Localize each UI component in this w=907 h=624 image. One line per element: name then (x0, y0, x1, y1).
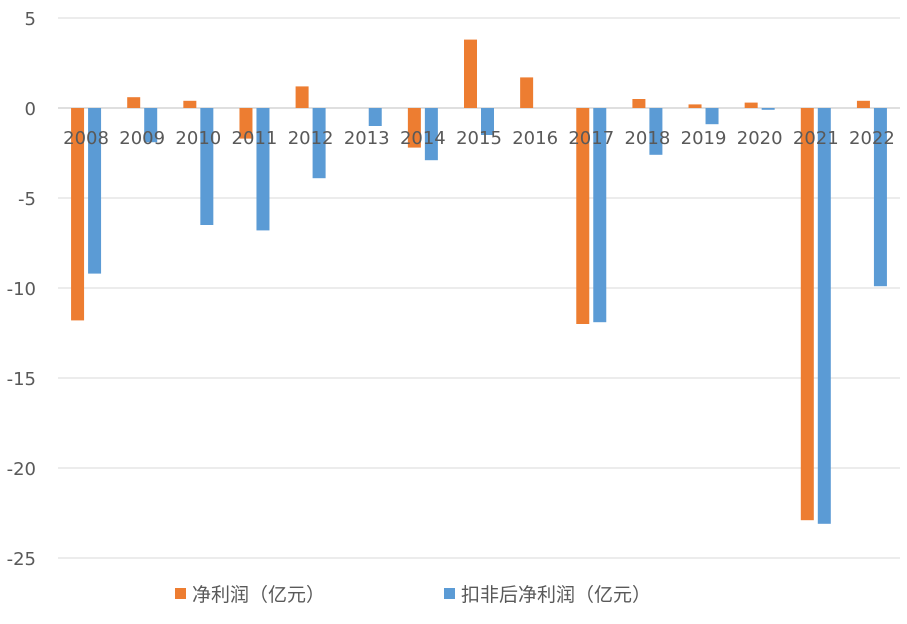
bar-deducted-net-profit-2013 (368, 108, 382, 126)
bar-deducted-net-profit-2020 (761, 108, 775, 110)
x-category-label: 2012 (288, 128, 334, 149)
y-tick-label: -10 (7, 279, 36, 300)
legend-item-net-profit: 净利润（亿元） (175, 580, 325, 607)
y-tick-label: 0 (25, 99, 36, 120)
bar-net-profit-2010 (183, 100, 197, 108)
bar-net-profit-2012 (295, 86, 309, 108)
x-axis-category-labels: 2008 2009 2010 2011 2012 2013 2014 2015 … (63, 128, 895, 149)
x-category-label: 2018 (624, 128, 670, 149)
x-category-label: 2016 (512, 128, 558, 149)
y-tick-label: 5 (25, 9, 36, 30)
y-tick-label: -25 (7, 549, 36, 570)
bar-deducted-net-profit-2008 (88, 108, 102, 274)
bar-net-profit-2011 (239, 108, 253, 139)
bar-net-profit-2009 (127, 97, 141, 108)
bar-net-profit-2015 (464, 39, 477, 108)
x-category-label: 2020 (737, 128, 783, 149)
x-category-label: 2010 (175, 128, 221, 149)
legend-swatch-net-profit (175, 588, 186, 599)
y-tick-label: -15 (7, 369, 36, 390)
x-category-label: 2008 (63, 128, 109, 149)
bar-net-profit-2014 (407, 108, 421, 148)
legend-label-deducted-net-profit: 扣非后净利润（亿元） (461, 584, 652, 606)
bar-deducted-net-profit-2019 (705, 108, 719, 125)
bar-deducted-net-profit-2022 (873, 108, 887, 287)
bar-deducted-net-profit-2009 (144, 108, 158, 143)
y-axis-tick-labels: 5 0 -5 -10 -15 -20 -25 (7, 9, 36, 570)
bar-deducted-net-profit-2014 (424, 108, 438, 161)
bar-net-profit-2021 (800, 108, 814, 521)
x-category-label: 2019 (681, 128, 727, 149)
legend-label-net-profit: 净利润（亿元） (192, 584, 326, 606)
bar-net-profit-2020 (744, 102, 758, 108)
y-tick-label: -5 (18, 189, 36, 210)
bars (71, 39, 887, 524)
chart-legend: 净利润（亿元） 扣非后净利润（亿元） (0, 580, 907, 610)
y-tick-label: -20 (7, 459, 36, 480)
x-category-label: 2009 (119, 128, 165, 149)
legend-swatch-deducted-net-profit (444, 588, 455, 599)
x-category-label: 2014 (400, 128, 446, 149)
bar-net-profit-2022 (856, 100, 870, 108)
x-category-label: 2013 (344, 128, 390, 149)
bar-deducted-net-profit-2018 (649, 108, 663, 155)
bar-net-profit-2017 (576, 108, 590, 324)
bar-deducted-net-profit-2017 (593, 108, 607, 323)
legend-item-deducted-net-profit: 扣非后净利润（亿元） (444, 580, 651, 607)
x-category-label: 2021 (793, 128, 839, 149)
x-category-label: 2017 (568, 128, 614, 149)
bar-deducted-net-profit-2011 (256, 108, 270, 231)
x-category-label: 2011 (232, 128, 278, 149)
x-category-label: 2022 (849, 128, 895, 149)
bar-net-profit-2018 (632, 99, 646, 108)
x-category-label: 2015 (456, 128, 502, 149)
bar-net-profit-2016 (520, 77, 534, 108)
bar-net-profit-2008 (71, 108, 85, 321)
bar-net-profit-2019 (688, 104, 702, 108)
bar-deducted-net-profit-2010 (200, 108, 214, 225)
bar-deducted-net-profit-2012 (312, 108, 326, 179)
gridlines (58, 17, 900, 559)
bar-deducted-net-profit-2021 (817, 108, 831, 524)
bar-deducted-net-profit-2015 (481, 108, 494, 135)
